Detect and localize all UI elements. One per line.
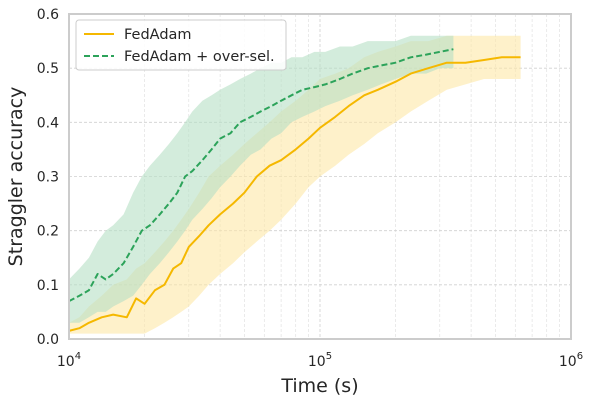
x-tick-exponent: 4 bbox=[75, 351, 81, 362]
plot-frame bbox=[68, 13, 572, 340]
y-tick-label: 0.0 bbox=[37, 332, 59, 348]
legend: FedAdam FedAdam + over-sel. bbox=[75, 19, 287, 71]
x-axis-label: Time (s) bbox=[280, 375, 358, 397]
x-tick-exponent: 6 bbox=[577, 351, 583, 362]
x-tick-label: 106 bbox=[559, 351, 583, 370]
x-axis-ticks: 104 105 106 bbox=[57, 351, 583, 370]
legend-box bbox=[75, 19, 287, 71]
y-tick-label: 0.3 bbox=[37, 170, 59, 186]
series-line-fedadam-over-sel bbox=[68, 48, 454, 302]
x-tick-base: 10 bbox=[57, 354, 75, 370]
legend-label-fedadam: FedAdam bbox=[124, 27, 192, 43]
series-line-fedadam bbox=[68, 56, 521, 332]
x-tick-base: 10 bbox=[559, 354, 577, 370]
y-tick-label: 0.1 bbox=[37, 278, 59, 294]
y-axis-ticks: 0.0 0.1 0.2 0.3 0.4 0.5 0.6 bbox=[37, 7, 59, 348]
y-tick-label: 0.4 bbox=[37, 115, 59, 131]
y-tick-label: 0.5 bbox=[37, 61, 59, 77]
confidence-bands bbox=[69, 35, 521, 334]
band-fedadam-over-sel bbox=[69, 35, 454, 323]
x-tick-base: 10 bbox=[308, 354, 326, 370]
y-tick-label: 0.2 bbox=[37, 224, 59, 240]
x-tick-label: 104 bbox=[57, 351, 81, 370]
legend-label-fedadam-over-sel: FedAdam + over-sel. bbox=[124, 49, 275, 65]
band-fedadam bbox=[69, 35, 521, 334]
y-tick-label: 0.6 bbox=[37, 7, 59, 23]
series-lines bbox=[68, 48, 521, 332]
y-axis-label: Straggler accuracy bbox=[5, 87, 27, 267]
x-tick-exponent: 5 bbox=[326, 351, 332, 362]
x-tick-label: 105 bbox=[308, 351, 332, 370]
